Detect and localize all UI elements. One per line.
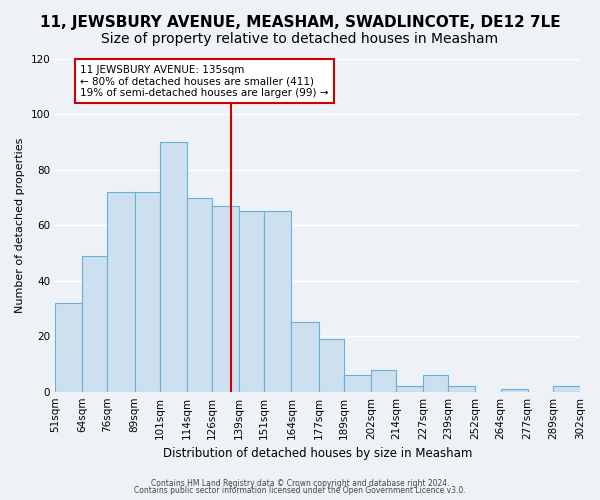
Text: Contains public sector information licensed under the Open Government Licence v3: Contains public sector information licen… [134,486,466,495]
Bar [500,389,528,392]
Text: 11 JEWSBURY AVENUE: 135sqm
← 80% of detached houses are smaller (411)
19% of sem: 11 JEWSBURY AVENUE: 135sqm ← 80% of deta… [80,64,329,98]
Text: Contains HM Land Registry data © Crown copyright and database right 2024.: Contains HM Land Registry data © Crown c… [151,478,449,488]
Bar [239,212,264,392]
Bar [212,206,239,392]
Bar [371,370,396,392]
Bar [344,375,371,392]
Bar [160,142,187,392]
Bar [187,198,212,392]
Bar [448,386,475,392]
Text: Size of property relative to detached houses in Measham: Size of property relative to detached ho… [101,32,499,46]
X-axis label: Distribution of detached houses by size in Measham: Distribution of detached houses by size … [163,447,472,460]
Bar [82,256,107,392]
Bar [423,375,448,392]
Text: 11, JEWSBURY AVENUE, MEASHAM, SWADLINCOTE, DE12 7LE: 11, JEWSBURY AVENUE, MEASHAM, SWADLINCOT… [40,15,560,30]
Bar [107,192,134,392]
Bar [264,212,292,392]
Bar [553,386,580,392]
Bar [134,192,160,392]
Bar [319,339,344,392]
Y-axis label: Number of detached properties: Number of detached properties [15,138,25,313]
Bar [55,303,82,392]
Bar [292,322,319,392]
Bar [396,386,423,392]
